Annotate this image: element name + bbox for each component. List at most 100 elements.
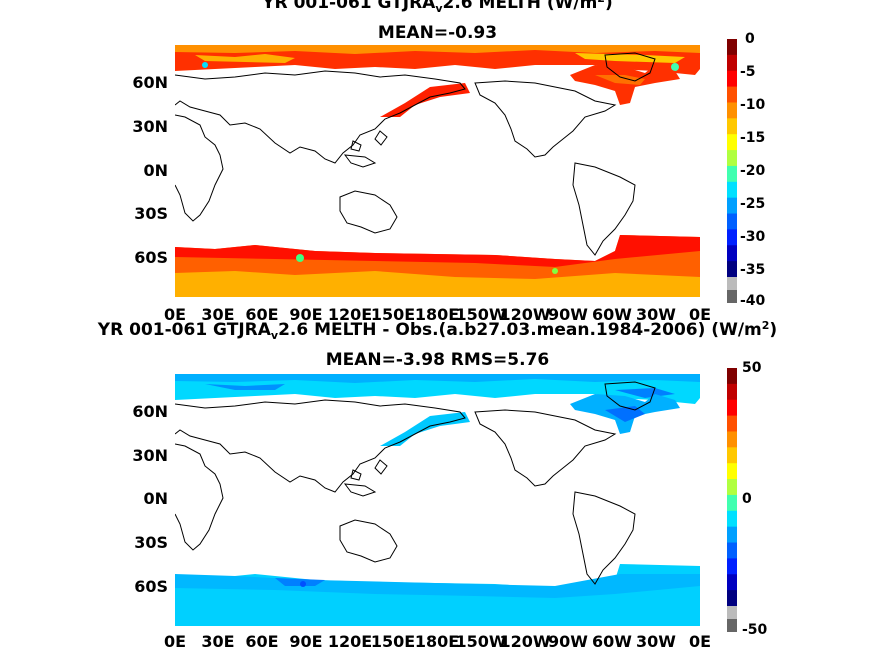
panel1-lon-label: 150E [370, 305, 416, 324]
colorbar-segment [727, 542, 737, 559]
panel1-arctic-field [175, 45, 700, 75]
colorbar-segment [727, 118, 737, 135]
colorbar-segment [727, 447, 737, 464]
panel1-cb-tick: -30 [740, 229, 766, 245]
panel2-lon-label: 120W [499, 632, 551, 651]
panel1-eurasia-outline [175, 70, 466, 164]
panel1-south-america-outline [572, 162, 636, 256]
panel1-greenland-outline [604, 52, 656, 82]
panel2-lon-label: 30E [201, 632, 235, 651]
panel1-cb-tick: 0 [745, 31, 755, 47]
panel2-south-america-outline [572, 491, 636, 585]
panel1-colorbar [727, 39, 737, 303]
colorbar-segment [727, 479, 737, 496]
panel2-lat-30n: 30N [132, 446, 168, 465]
panel1-lat-60s: 60S [134, 248, 168, 267]
panel2-lon-label: 30W [636, 632, 676, 651]
panel1-africa-outline [175, 114, 224, 222]
panel2-stats: MEAN=-3.98 RMS=5.76 [325, 350, 550, 370]
panel1-lon-label: 90E [289, 305, 323, 324]
panel2-cb-tick: 0 [742, 491, 752, 507]
panel2-lat-60n: 60N [132, 402, 168, 421]
panel2-australia-outline [339, 519, 398, 563]
colorbar-segment [727, 526, 737, 544]
colorbar-segment [727, 590, 737, 607]
panel2-lon-label: 120E [327, 632, 373, 651]
panel2-lon-label: 60W [592, 632, 632, 651]
colorbar-segment [727, 70, 737, 88]
panel1-lon-label: 150W [455, 305, 507, 324]
panel2-lon-label: 0E [688, 632, 712, 651]
panel1-lat-30s: 30S [134, 204, 168, 223]
panel2-greenland-outline [604, 381, 656, 411]
panel2-title: YR 001-061 GTJRAv2.6 MELTH - Obs.(a.b27.… [97, 319, 778, 342]
panel1-australia-outline [339, 190, 398, 234]
panel2-north-america-outline [474, 409, 617, 487]
panel1-cb-tick: -15 [740, 130, 766, 146]
panel1-cb-tick: -20 [740, 163, 766, 179]
colorbar-segment [727, 261, 737, 278]
colorbar-segment [727, 383, 737, 401]
panel2-lon-label: 0E [163, 632, 187, 651]
panel2-cb-tick: 50 [742, 360, 762, 376]
panel1-lon-label: 60W [592, 305, 632, 324]
colorbar-segment [727, 510, 737, 528]
colorbar-missing-segment [727, 619, 737, 632]
colorbar-segment [727, 39, 737, 56]
panel2-africa-outline [175, 443, 224, 551]
panel1-lat-60n: 60N [132, 73, 168, 92]
panel1-lon-label: 0E [688, 305, 712, 324]
panel1-lon-label: 30E [201, 305, 235, 324]
panel1-lon-label: 180E [414, 305, 460, 324]
panel2-lon-label: 60E [245, 632, 279, 651]
panel2-lon-label: 150W [455, 632, 507, 651]
colorbar-segment [727, 213, 737, 230]
panel1-cb-tick: -10 [740, 97, 766, 113]
panel2-lon-label: 150E [370, 632, 416, 651]
colorbar-segment [727, 229, 737, 246]
panel1-cb-tick: -40 [740, 293, 766, 309]
colorbar-segment [727, 54, 737, 72]
colorbar-segment [727, 558, 737, 575]
panel2-lat-0n: 0N [143, 489, 168, 508]
colorbar-missing-segment [727, 277, 737, 290]
panel1-lon-label: 0E [163, 305, 187, 324]
colorbar-segment [727, 574, 737, 591]
panel1-map [175, 45, 700, 297]
panel1-north-america-outline [474, 80, 617, 158]
panel1-lon-label: 30W [636, 305, 676, 324]
colorbar-segment [727, 415, 737, 432]
panel2-arctic-field [175, 374, 700, 404]
panel2-lon-label: 90E [289, 632, 323, 651]
colorbar-segment [727, 181, 737, 199]
panel2-map [175, 374, 700, 626]
panel2-cb-tick: -50 [742, 622, 768, 638]
panel1-mean-stat: MEAN=-0.93 [377, 23, 498, 43]
colorbar-missing-segment [727, 290, 737, 303]
colorbar-segment [727, 431, 737, 448]
panel2-lat-60s: 60S [134, 577, 168, 596]
panel1-lon-label: 60E [245, 305, 279, 324]
panel1-lon-label: 90W [548, 305, 588, 324]
colorbar-segment [727, 494, 737, 512]
panel1-lon-label: 120E [327, 305, 373, 324]
colorbar-segment [727, 245, 737, 262]
colorbar-segment [727, 134, 737, 151]
panel1-lat-0n: 0N [143, 161, 168, 180]
panel1-cb-tick: -25 [740, 196, 766, 212]
panel2-lat-30s: 30S [134, 533, 168, 552]
panel2-eurasia-outline [175, 399, 466, 493]
colorbar-missing-segment [727, 606, 737, 619]
panel1-cb-tick: -5 [740, 64, 756, 80]
colorbar-segment [727, 197, 737, 215]
panel2-lon-label: 180E [414, 632, 460, 651]
panel2-colorbar [727, 368, 737, 632]
colorbar-segment [727, 86, 737, 103]
colorbar-segment [727, 150, 737, 167]
panel1-lon-label: 120W [499, 305, 551, 324]
colorbar-segment [727, 165, 737, 183]
panel2-lon-label: 90W [548, 632, 588, 651]
colorbar-segment [727, 399, 737, 417]
panel1-cb-tick: -35 [740, 262, 766, 278]
colorbar-segment [727, 368, 737, 385]
